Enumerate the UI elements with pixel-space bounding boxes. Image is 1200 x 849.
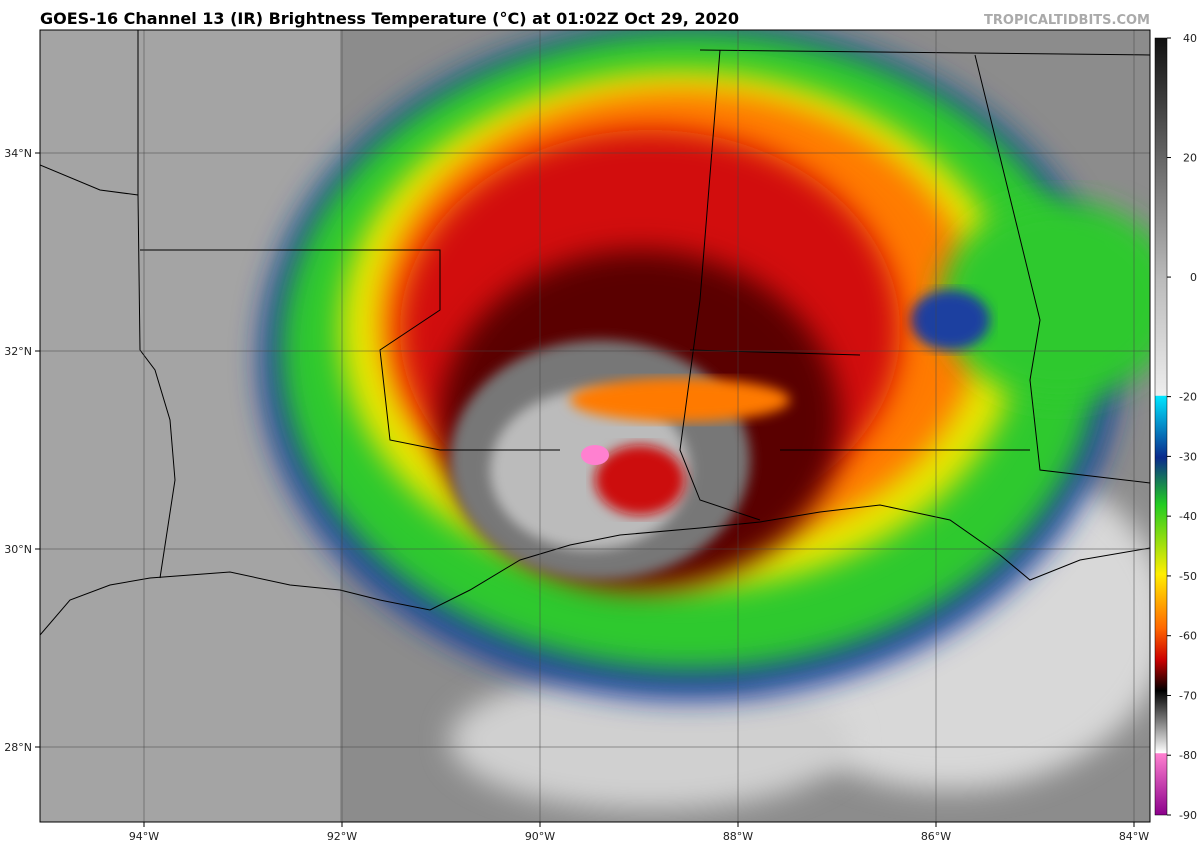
satellite-image xyxy=(40,30,1150,822)
colorbar-label: -20 xyxy=(1179,391,1197,404)
lon-label: 84°W xyxy=(1119,830,1149,843)
lon-label: 92°W xyxy=(327,830,357,843)
colorbar-label: -80 xyxy=(1179,749,1197,762)
title: GOES-16 Channel 13 (IR) Brightness Tempe… xyxy=(40,9,739,28)
lon-label: 88°W xyxy=(723,830,753,843)
lat-label: 30°N xyxy=(4,543,32,556)
lon-label: 94°W xyxy=(129,830,159,843)
lon-label: 90°W xyxy=(525,830,555,843)
lat-label: 34°N xyxy=(4,147,32,160)
colorbar-label: 0 xyxy=(1190,271,1197,284)
colorbar xyxy=(1154,37,1168,816)
colorbar-label: -50 xyxy=(1179,570,1197,583)
colorbar-label: 20 xyxy=(1183,152,1197,165)
colorbar-label: -60 xyxy=(1179,630,1197,643)
colorbar-label: -70 xyxy=(1179,689,1197,702)
colorbar-label: 40 xyxy=(1183,32,1197,45)
lon-label: 86°W xyxy=(921,830,951,843)
lat-label: 28°N xyxy=(4,741,32,754)
watermark: TROPICALTIDBITS.COM xyxy=(984,13,1150,28)
colorbar-label: -40 xyxy=(1179,510,1197,523)
colorbar-label: -30 xyxy=(1179,450,1197,463)
lat-label: 32°N xyxy=(4,345,32,358)
map-frame xyxy=(39,29,1151,823)
colorbar-label: -90 xyxy=(1179,809,1197,822)
